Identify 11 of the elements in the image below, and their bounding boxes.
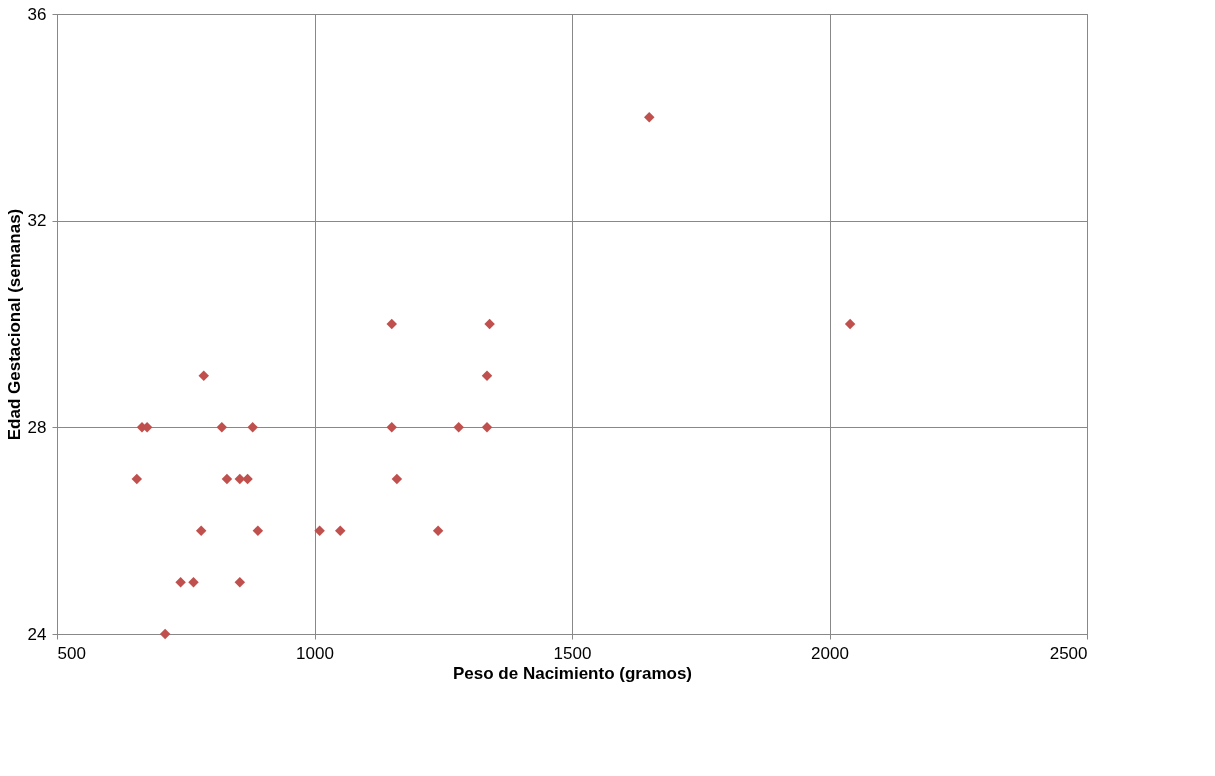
x-tick-label: 2000 [811,643,849,663]
y-tick-label: 24 [27,624,47,644]
x-tick-label: 1000 [296,643,334,663]
x-axis-title: Peso de Nacimiento (gramos) [452,663,693,683]
x-tick-label: 500 [57,643,86,663]
y-tick-label: 36 [27,4,47,24]
y-tick-label: 28 [27,417,47,437]
y-axis-title: Edad Gestacional (semanas) [4,208,24,441]
x-tick-label: 2500 [1049,643,1088,663]
y-tick-label: 32 [27,211,47,231]
x-tick-label: 1500 [553,643,592,663]
